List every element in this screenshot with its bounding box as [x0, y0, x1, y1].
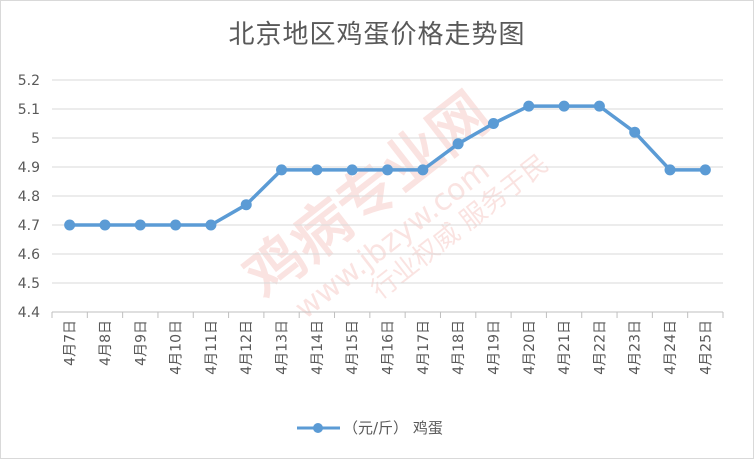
data-point: [311, 164, 323, 176]
x-tick-label: 4月22日: [592, 320, 608, 375]
data-point: [417, 164, 429, 176]
data-point: [382, 164, 393, 176]
x-tick-label: 4月15日: [345, 320, 361, 375]
x-tick-label: 4月12日: [239, 320, 255, 375]
x-tick-label: 4月16日: [381, 320, 397, 375]
data-point: [64, 219, 76, 231]
y-tick-label: 4.6: [18, 247, 40, 263]
y-axis: 4.4 4.5 4.6 4.7 4.8 4.9 5 5.1 5.2: [18, 73, 40, 321]
legend: （元/斤） 鸡蛋: [297, 419, 443, 437]
x-tick-label: 4月20日: [522, 320, 538, 375]
series-layer: [64, 100, 711, 231]
x-tick-label: 4月19日: [486, 320, 502, 375]
data-point: [452, 138, 464, 150]
legend-marker: [313, 423, 323, 433]
x-tick-label: 4月21日: [557, 320, 573, 375]
data-point: [240, 199, 252, 211]
x-tick-label: 4月18日: [451, 320, 467, 375]
x-tick-label: 4月7日: [63, 320, 79, 366]
x-tick-label: 4月13日: [275, 320, 291, 375]
x-tick-label: 4月11日: [204, 320, 220, 375]
y-tick-label: 4.5: [18, 276, 40, 292]
data-point: [487, 118, 499, 129]
data-point: [593, 100, 605, 112]
y-tick-label: 5.2: [18, 73, 40, 89]
x-tick-label: 4月17日: [416, 320, 432, 375]
legend-label: （元/斤） 鸡蛋: [343, 419, 443, 437]
x-tick-label: 4月8日: [98, 320, 114, 366]
data-point: [699, 164, 711, 176]
data-point: [134, 219, 146, 231]
x-axis: 4月7日 4月8日 4月9日 4月10日 4月11日 4月12日 4月13日 4月14日 4月1…: [51, 312, 724, 375]
y-tick-label: 5: [31, 131, 40, 147]
data-point: [99, 219, 111, 231]
x-tick-label: 4月23日: [628, 320, 644, 375]
x-tick-label: 4月25日: [698, 320, 714, 375]
data-point: [170, 219, 182, 231]
data-point: [664, 164, 676, 176]
x-tick-label: 4月10日: [169, 320, 185, 375]
data-point: [558, 100, 570, 112]
chart-title: 北京地区鸡蛋价格走势图: [228, 20, 526, 50]
data-point: [346, 164, 358, 176]
data-point: [523, 100, 535, 112]
x-tick-label: 4月24日: [663, 320, 679, 375]
data-point: [276, 164, 288, 176]
data-point: [205, 219, 217, 231]
data-point: [629, 126, 641, 138]
y-tick-label: 4.4: [18, 305, 40, 321]
y-tick-label: 5.1: [18, 102, 40, 118]
y-tick-label: 4.8: [18, 189, 40, 205]
y-tick-label: 4.9: [18, 160, 40, 176]
x-tick-label: 4月14日: [310, 320, 326, 375]
y-tick-label: 4.7: [18, 218, 40, 234]
x-tick-label: 4月9日: [133, 320, 149, 366]
